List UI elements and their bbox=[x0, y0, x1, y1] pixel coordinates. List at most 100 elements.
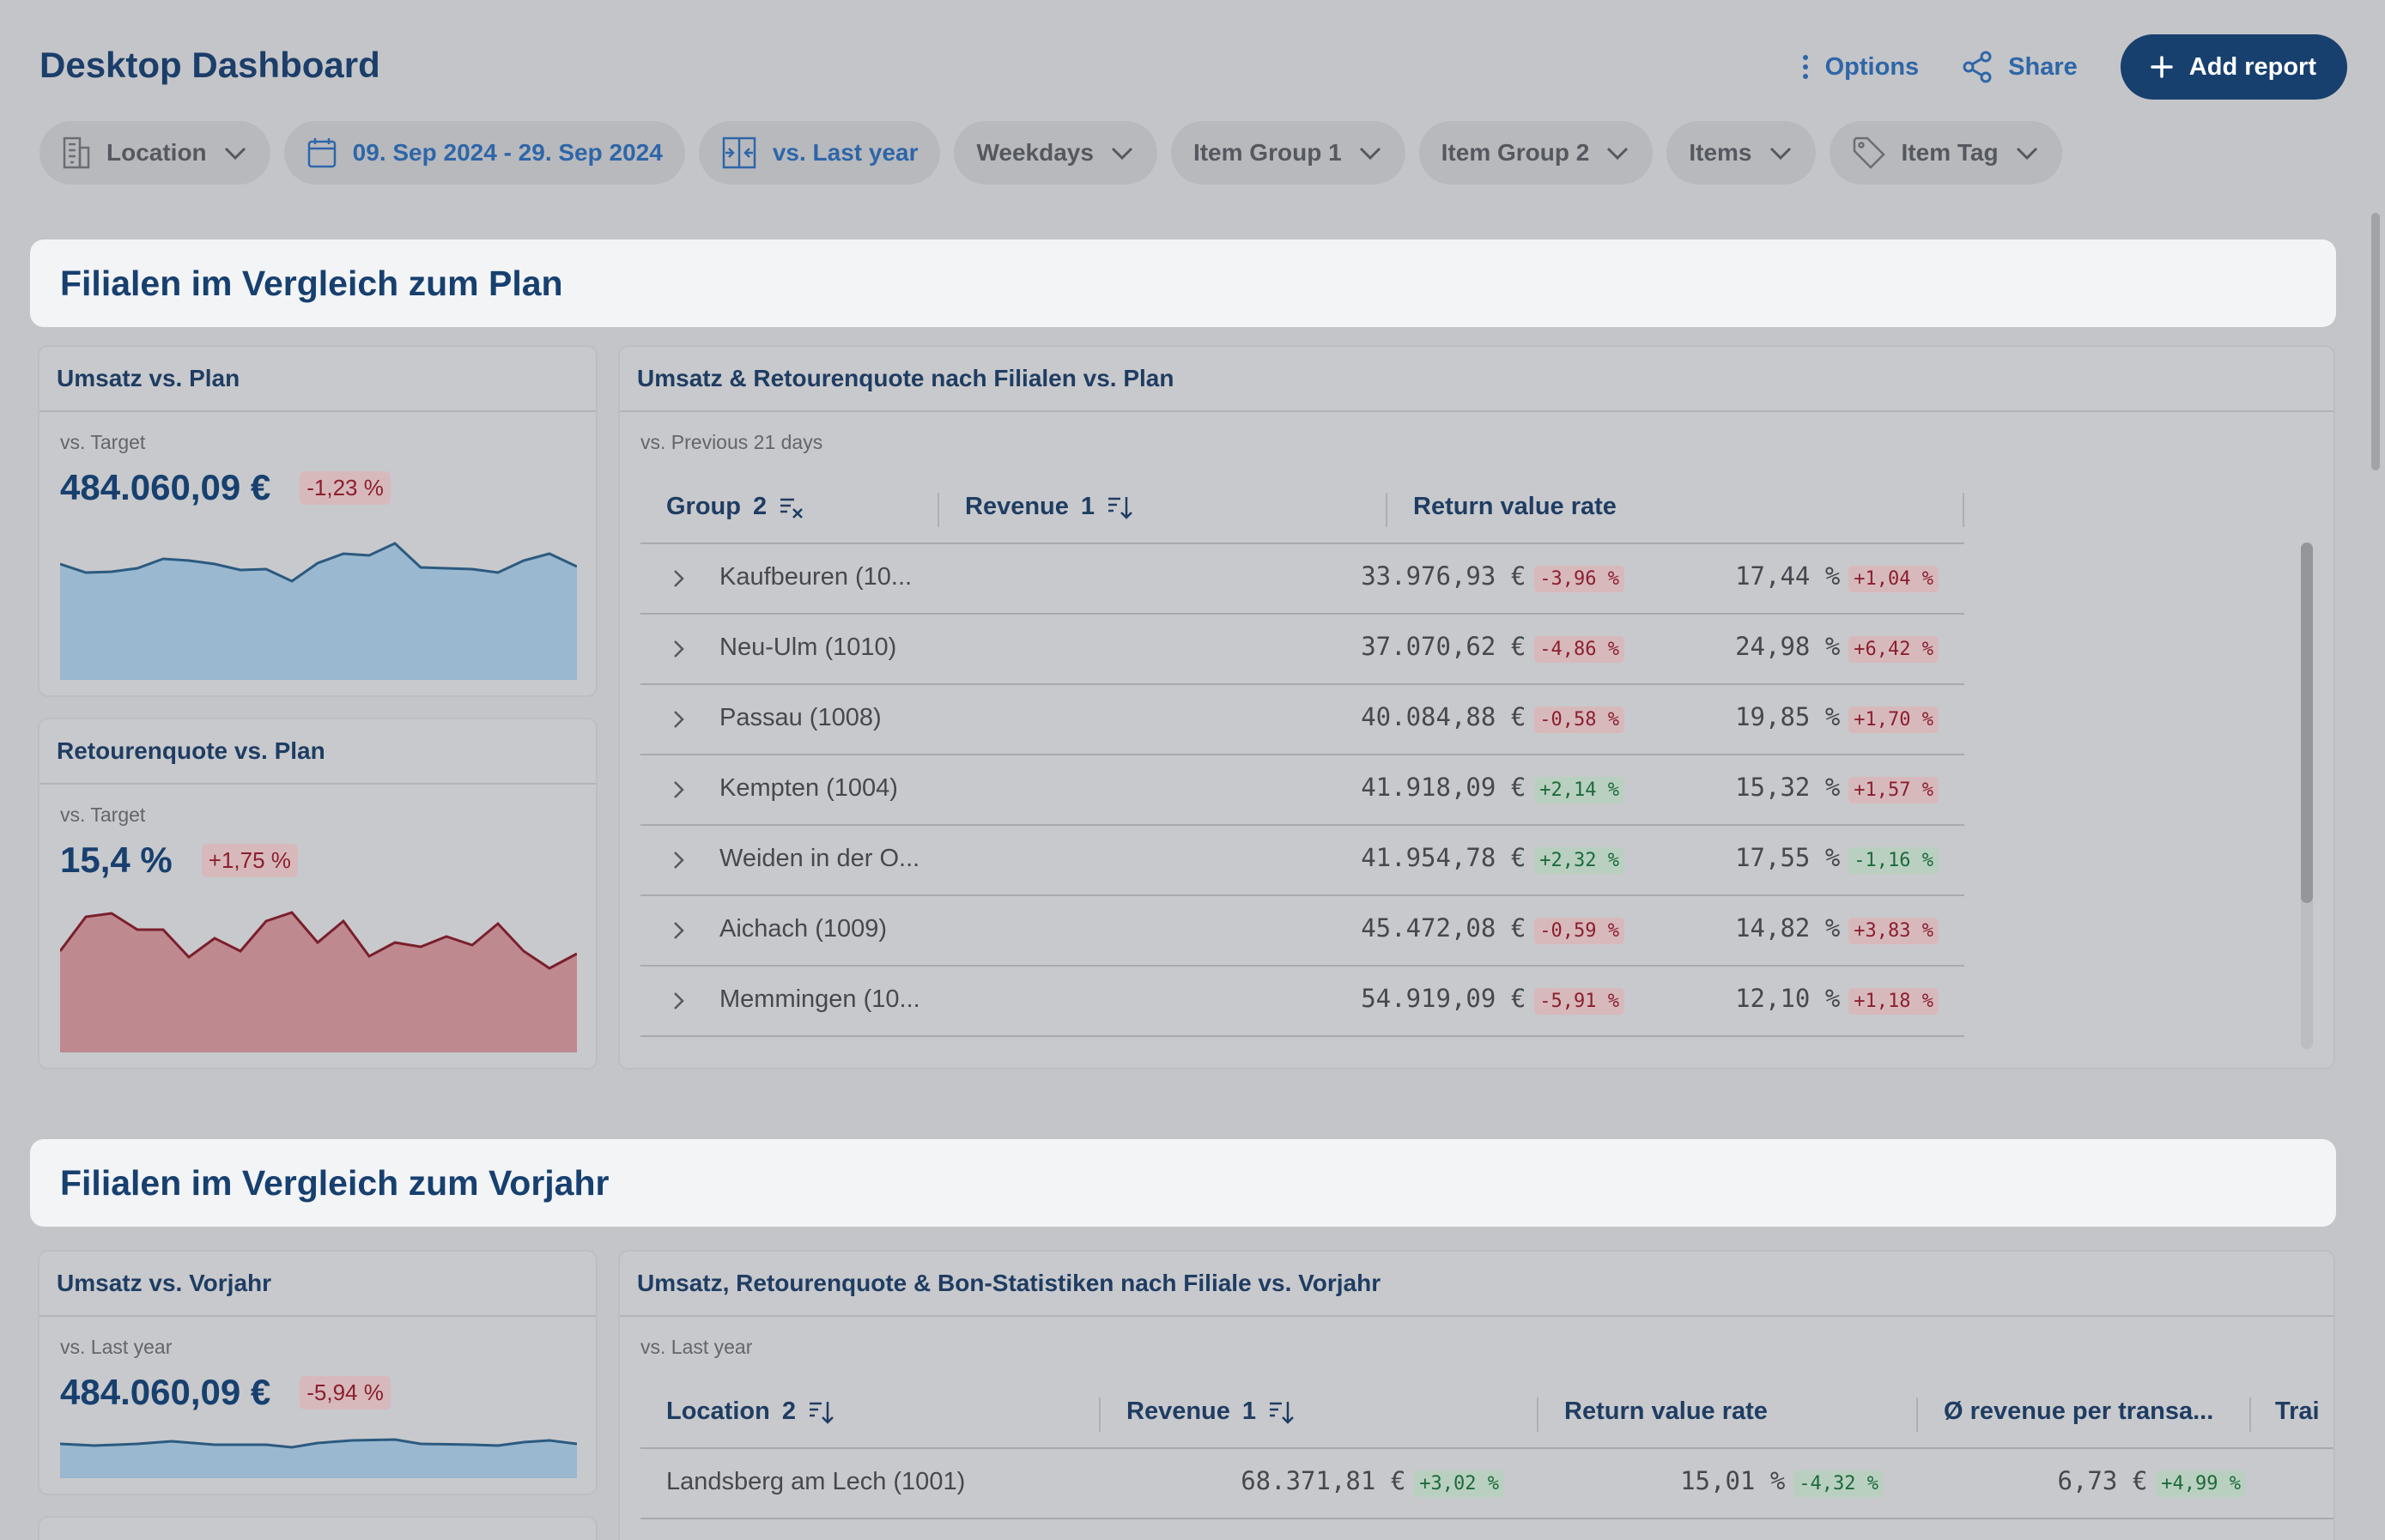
share-button[interactable]: Share bbox=[1962, 51, 2078, 83]
filter-item-group-1[interactable]: Item Group 1 bbox=[1170, 121, 1405, 185]
sort-index: 2 bbox=[781, 1398, 796, 1425]
column-header-transactions[interactable]: Trai bbox=[2275, 1398, 2320, 1426]
filter-label: Location bbox=[106, 139, 207, 166]
filter-date-range[interactable]: 09. Sep 2024 - 29. Sep 2024 bbox=[283, 121, 685, 185]
bon-statistiken-table-card: Umsatz, Retourenquote & Bon-Statistiken … bbox=[618, 1250, 2335, 1540]
card-subtitle: vs. Target bbox=[60, 803, 146, 826]
row-name: Neu-Ulm (1010) bbox=[719, 634, 897, 661]
row-revenue: 54.919,09 € -5,91 % bbox=[1361, 984, 1624, 1015]
column-header-return-rate[interactable]: Return value rate bbox=[1413, 493, 1617, 521]
chevron-right-icon[interactable] bbox=[668, 779, 689, 800]
row-revenue: 41.954,78 € +2,32 % bbox=[1361, 843, 1624, 874]
filter-label: Items bbox=[1689, 139, 1752, 166]
add-report-button[interactable]: Add report bbox=[2120, 34, 2347, 100]
chevron-right-icon[interactable] bbox=[668, 850, 689, 870]
return-rate-sparkline bbox=[60, 911, 577, 1052]
table-row[interactable]: Memmingen (10... 54.919,09 € -5,91 % 12,10 … bbox=[640, 967, 1964, 1037]
row-return-rate: 17,55 % -1,16 % bbox=[1735, 843, 1939, 874]
table-row[interactable]: Neu-Ulm (1010) 37.070,62 € -4,86 % 24,98 % +… bbox=[640, 615, 1964, 685]
table-row[interactable]: Aichach (1009) 45.472,08 € -0,59 % 14,82 % +… bbox=[640, 896, 1964, 967]
column-divider bbox=[1916, 1398, 1918, 1432]
umsatz-retourenquote-table-card: Umsatz & Retourenquote nach Filialen vs.… bbox=[618, 345, 2335, 1070]
card-title: Umsatz & Retourenquote nach Filialen vs.… bbox=[620, 347, 2333, 412]
options-button[interactable]: Options bbox=[1801, 52, 1920, 82]
column-divider bbox=[2249, 1398, 2251, 1432]
filter-bar: Location 09. Sep 2024 - 29. Sep 2024 vs.… bbox=[39, 121, 2062, 185]
table-row[interactable]: Kaufbeuren (10... 33.976,93 € -3,96 % 17,44… bbox=[640, 544, 1964, 615]
plus-icon bbox=[2151, 56, 2173, 78]
kpi-delta-badge: -1,23 % bbox=[300, 470, 391, 505]
building-icon bbox=[63, 136, 90, 169]
chevron-right-icon[interactable] bbox=[668, 568, 689, 589]
row-location: Landsberg am Lech (1001) bbox=[666, 1468, 966, 1495]
row-revenue: 41.918,09 € +2,14 % bbox=[1361, 773, 1624, 803]
row-avg-revenue: 6,73 € +4,99 % bbox=[2058, 1466, 2246, 1497]
section-header-plan: Filialen im Vergleich zum Plan bbox=[30, 239, 2336, 327]
rate-delta-badge: -4,32 % bbox=[1793, 1470, 1884, 1497]
filter-weekdays[interactable]: Weekdays bbox=[954, 121, 1157, 185]
page-title: Desktop Dashboard bbox=[39, 45, 380, 85]
column-header-avg-revenue[interactable]: Ø revenue per transa... bbox=[1944, 1398, 2213, 1426]
row-return-rate: 15,32 % +1,57 % bbox=[1735, 773, 1939, 803]
row-return-rate: 14,82 % +3,83 % bbox=[1735, 913, 1939, 944]
row-revenue: 68.371,81 € +3,02 % bbox=[1241, 1466, 1504, 1497]
chevron-down-icon bbox=[1607, 147, 1629, 161]
column-label: Location bbox=[666, 1398, 770, 1425]
column-header-return-rate[interactable]: Return value rate bbox=[1564, 1398, 1768, 1426]
filter-items[interactable]: Items bbox=[1666, 121, 1816, 185]
filter-item-tag[interactable]: Item Tag bbox=[1829, 121, 2062, 185]
header-divider bbox=[640, 1447, 2333, 1449]
page-scrollbar-thumb[interactable] bbox=[2371, 213, 2380, 470]
sort-descending-icon bbox=[1270, 1401, 1294, 1424]
row-return-rate: 12,10 % +1,18 % bbox=[1735, 984, 1939, 1015]
rate-delta-badge: +1,04 % bbox=[1848, 566, 1939, 592]
row-name: Kempten (1004) bbox=[719, 774, 898, 802]
rate-delta-badge: +1,18 % bbox=[1848, 988, 1939, 1015]
kpi-value: 15,4 % bbox=[60, 840, 173, 880]
row-name: Passau (1008) bbox=[719, 704, 882, 731]
revenue-delta-badge: +3,02 % bbox=[1414, 1470, 1504, 1497]
column-header-revenue[interactable]: Revenue 1 bbox=[965, 493, 1132, 521]
header-divider bbox=[640, 543, 1964, 544]
chevron-right-icon[interactable] bbox=[668, 991, 689, 1011]
card-subtitle: vs. Target bbox=[60, 431, 146, 453]
table-row[interactable]: Weiden in der O... 41.954,78 € +2,32 % 17,5… bbox=[640, 826, 1964, 896]
column-header-location[interactable]: Location 2 bbox=[666, 1398, 834, 1426]
header-actions: Options Share Add report bbox=[1801, 34, 2347, 100]
column-header-group[interactable]: Group 2 bbox=[666, 493, 804, 521]
filter-item-group-2[interactable]: Item Group 2 bbox=[1418, 121, 1654, 185]
umsatz-vs-plan-card[interactable]: Umsatz vs. Plan vs. Target 484.060,09 € … bbox=[38, 345, 598, 697]
share-label: Share bbox=[2008, 52, 2078, 81]
retourenquote-vs-plan-card[interactable]: Retourenquote vs. Plan vs. Target 15,4 %… bbox=[38, 718, 598, 1070]
filter-location[interactable]: Location bbox=[39, 121, 270, 185]
compare-icon bbox=[722, 136, 756, 169]
column-header-revenue[interactable]: Revenue 1 bbox=[1126, 1398, 1294, 1426]
scrollbar-track[interactable] bbox=[2301, 543, 2313, 1049]
column-divider bbox=[938, 493, 939, 527]
kpi-row: 15,4 % +1,75 % bbox=[60, 840, 298, 881]
filter-comparison[interactable]: vs. Last year bbox=[698, 121, 941, 185]
card-subtitle: vs. Last year bbox=[60, 1336, 173, 1358]
chevron-right-icon[interactable] bbox=[668, 920, 689, 941]
next-kpi-card[interactable] bbox=[38, 1516, 598, 1540]
row-revenue: 45.472,08 € -0,59 % bbox=[1361, 913, 1624, 944]
card-subtitle: vs. Previous 21 days bbox=[640, 431, 823, 453]
umsatz-vs-vorjahr-card[interactable]: Umsatz vs. Vorjahr vs. Last year 484.060… bbox=[38, 1250, 598, 1495]
calendar-icon bbox=[307, 138, 336, 168]
kpi-delta-badge: -5,94 % bbox=[300, 1375, 391, 1410]
chevron-right-icon[interactable] bbox=[668, 639, 689, 659]
column-label: Revenue bbox=[1126, 1398, 1230, 1425]
table-row[interactable]: Kempten (1004) 41.918,09 € +2,14 % 15,32 % +… bbox=[640, 755, 1964, 826]
column-label: Return value rate bbox=[1564, 1398, 1768, 1425]
table-row[interactable]: Passau (1008) 40.084,88 € -0,58 % 19,85 % +1… bbox=[640, 685, 1964, 755]
chevron-right-icon[interactable] bbox=[668, 709, 689, 730]
kpi-delta-badge: +1,75 % bbox=[201, 843, 298, 877]
scrollbar-thumb[interactable] bbox=[2301, 543, 2313, 903]
options-label: Options bbox=[1824, 52, 1920, 81]
table-row[interactable]: Landsberg am Lech (1001) 68.371,81 € +3,0… bbox=[640, 1449, 2333, 1519]
revenue-yoy-sparkline bbox=[60, 1438, 577, 1478]
column-label: Revenue bbox=[965, 493, 1069, 520]
filter-label: Item Group 1 bbox=[1192, 139, 1342, 166]
column-divider bbox=[1963, 493, 1964, 527]
chevron-down-icon bbox=[224, 147, 246, 161]
